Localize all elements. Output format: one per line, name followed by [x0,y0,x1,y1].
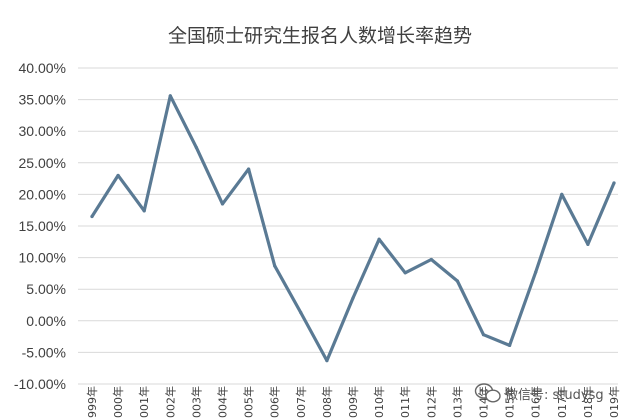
x-tick-label: 2001年 [137,386,151,419]
y-tick-label: 30.00% [19,123,66,139]
y-tick-label: 5.00% [26,281,66,297]
data-point [142,209,146,213]
x-axis-ticks: 1999年 2000年 2001年 2002年 2003年 2004年 2005年 2006年… [85,386,621,419]
data-point [194,146,198,150]
data-point [508,343,512,348]
data-point [90,214,94,219]
x-tick-label: 2008年 [320,386,334,419]
data-point [168,94,172,98]
data-point [403,271,407,275]
x-tick-label: 2010年 [372,386,386,419]
x-tick-label: 2005年 [242,386,256,419]
x-tick-label: 2012年 [424,386,438,419]
data-point [455,279,459,283]
data-point [377,237,381,241]
grid-lines [78,67,618,385]
x-tick-label: 2018年 [581,386,595,419]
y-tick-label: 40.00% [19,60,66,76]
x-tick-label: 2017年 [555,386,569,419]
data-point [534,270,538,274]
x-tick-label: 2003年 [189,386,203,419]
y-tick-label: 35.00% [19,92,66,108]
x-tick-label: 2019年 [607,386,621,419]
x-tick-label: 2006年 [268,386,282,419]
x-tick-label: 2015年 [503,386,517,419]
y-tick-label: 10.00% [19,250,66,266]
x-tick-label: 2002年 [163,386,177,419]
data-point [273,264,277,268]
chart-title: 全国硕士研究生报名人数增长率趋势 [168,25,472,47]
x-tick-label: 2009年 [346,386,360,419]
data-point [325,359,329,363]
y-tick-label: 0.00% [26,313,66,329]
data-point [560,192,564,196]
data-point [220,202,225,206]
data-point [116,173,120,178]
y-tick-label: -5.00% [22,344,66,360]
watermark: 微信号: studysg [474,383,604,403]
y-tick-label: 15.00% [19,218,66,234]
wechat-icon [474,383,501,403]
data-point [247,167,251,171]
y-tick-label: 20.00% [19,186,66,202]
x-tick-label: 2016年 [529,386,543,419]
y-tick-label: -10.00% [14,376,66,392]
x-tick-label: 2000年 [111,386,125,419]
y-axis-ticks: 40.00% 35.00% 30.00% 25.00% 20.00% 15.00% 10.0… [14,60,66,392]
x-tick-label: 2011年 [398,386,412,419]
data-point [299,310,303,315]
series-layer [90,94,616,363]
data-point [612,181,616,185]
watermark-text: 微信号: studysg [505,388,604,403]
data-point [351,296,355,300]
x-tick-label: 2013年 [450,386,464,419]
y-tick-label: 25.00% [19,155,66,171]
data-point [429,257,433,262]
data-point [586,242,590,246]
x-tick-label: 2007年 [294,386,308,419]
x-tick-label: 1999年 [85,386,99,419]
data-point [481,333,486,337]
x-tick-label: 2004年 [216,386,230,419]
